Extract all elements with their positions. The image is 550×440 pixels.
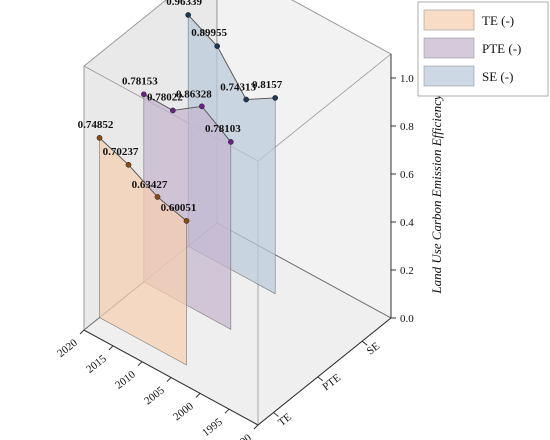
z-tick-label: 0.4 [400, 217, 414, 229]
series-line [143, 93, 232, 143]
z-tick-label: 0.0 [400, 313, 414, 325]
z-tick-label: 0.6 [400, 169, 414, 181]
x-tick [108, 345, 114, 351]
y-axis-line [257, 317, 392, 426]
data-point [214, 43, 221, 49]
y-tick-label: SE [365, 340, 383, 358]
x-tick [79, 329, 85, 335]
z-tick-label: 0.2 [400, 265, 414, 277]
x-tick [166, 377, 172, 382]
legend-swatch [423, 37, 475, 59]
legend-label: PTE (-) [482, 41, 521, 56]
data-label: 0.8157 [252, 79, 283, 91]
legend-swatch [423, 9, 475, 31]
data-label: 0.70237 [103, 146, 139, 158]
x-tick-label: 2005 [142, 384, 167, 407]
z-tick-label: 1.0 [400, 73, 414, 85]
y-tick [273, 412, 279, 417]
x-tick-label: 1990 [229, 432, 254, 440]
data-label: 0.63427 [132, 179, 168, 191]
data-label: 0.89955 [191, 27, 227, 39]
data-point [125, 161, 132, 168]
data-point [154, 194, 161, 200]
x-tick-label: 2015 [84, 352, 109, 375]
data-label: 0.60051 [161, 202, 197, 214]
y-tick [361, 340, 368, 346]
legend-swatch [423, 65, 475, 87]
data-point [185, 12, 192, 18]
legend-label: SE (-) [482, 69, 513, 84]
y-tick-label: TE [276, 411, 294, 429]
series-line [99, 137, 187, 222]
legend-label: TE (-) [482, 13, 514, 28]
data-label: 0.96339 [166, 0, 202, 8]
data-point [183, 218, 190, 224]
x-tick-label: 2000 [171, 400, 196, 423]
x-tick-label: 1995 [200, 416, 225, 439]
data-point [169, 107, 176, 114]
series-line [187, 14, 276, 100]
data-point [198, 103, 205, 110]
data-label: 0.86328 [176, 88, 212, 100]
data-point [140, 91, 147, 98]
data-label: 0.78022 [147, 91, 183, 103]
data-point [227, 139, 234, 145]
x-tick [253, 424, 259, 430]
x-tick [195, 392, 201, 398]
data-point [243, 96, 250, 103]
x-tick [224, 408, 230, 414]
y-tick-label: PTE [320, 372, 343, 394]
z-tick-label: 0.8 [400, 121, 414, 133]
data-label: 0.78153 [122, 75, 158, 87]
data-point [96, 135, 103, 141]
z-axis-title: Land Use Carbon Emission Efficiency [429, 94, 444, 295]
data-label: 0.74313 [220, 82, 256, 94]
x-tick-label: 2020 [55, 337, 80, 360]
y-tick [317, 376, 324, 382]
x-tick [137, 361, 143, 367]
box-top [83, 0, 392, 162]
data-label: 0.74852 [78, 119, 114, 131]
data-point [272, 95, 279, 101]
x-tick-label: 2010 [113, 368, 138, 391]
data-label: 0.78103 [205, 123, 241, 135]
